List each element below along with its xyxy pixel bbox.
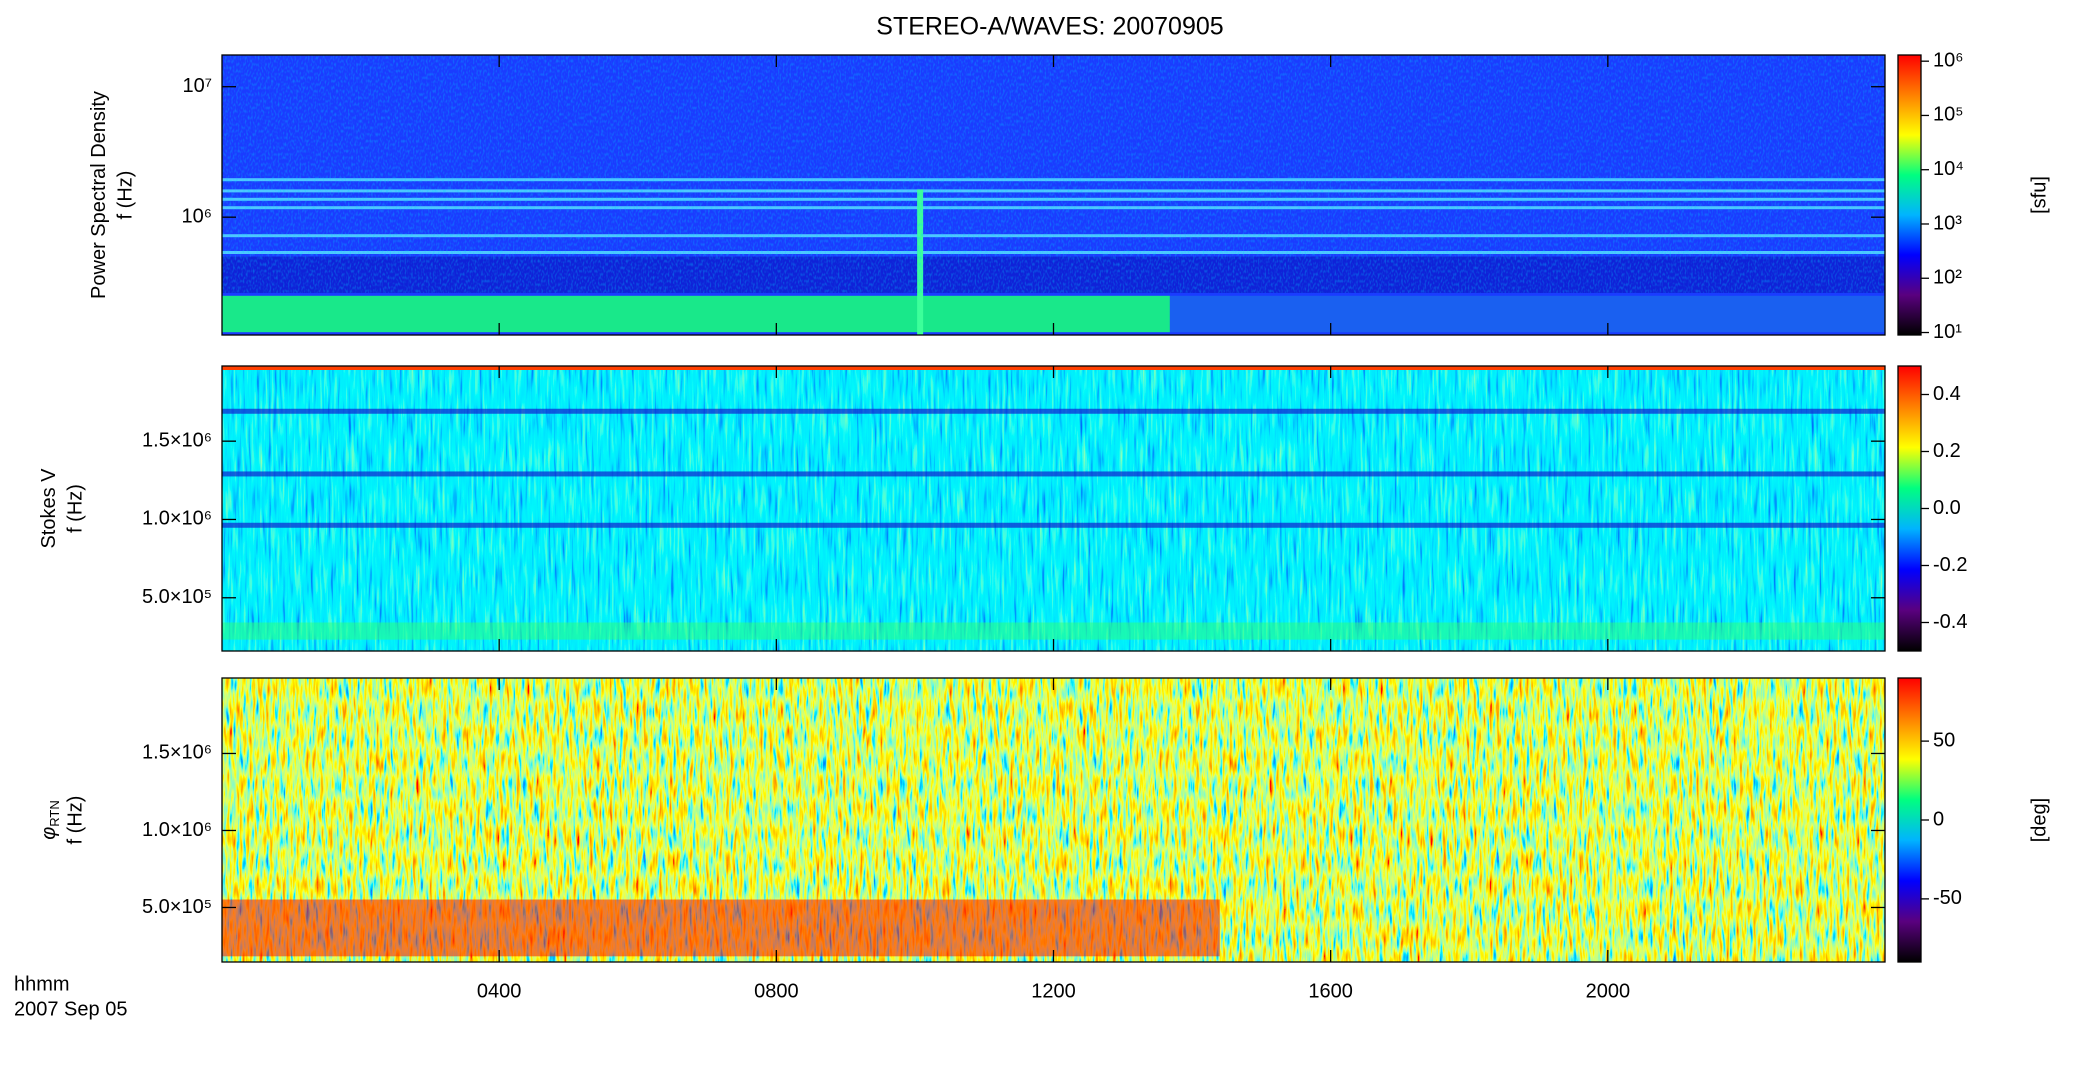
- title: STEREO-A/WAVES: 20070905: [876, 13, 1223, 41]
- colorbar-tick-label: 10³: [1933, 212, 1962, 234]
- colorbar: [1897, 365, 1922, 652]
- colorbar-tick-label: 0.2: [1933, 440, 1961, 462]
- spectrogram-band: [222, 295, 1170, 333]
- colorbar-tick-label: 0: [1933, 808, 1944, 830]
- y-tick-label: 1.5×10⁶: [142, 429, 212, 451]
- colorbar-tick-label: 10¹: [1933, 321, 1962, 343]
- y-tick-label: 1.0×10⁶: [142, 508, 212, 530]
- colorbar-tick-label: 10⁴: [1933, 158, 1964, 180]
- y-axis-label: Power Spectral Density: [88, 91, 110, 299]
- y-axis-label-text: Power Spectral Density: [88, 91, 110, 299]
- colorbar-tick-label: 10⁵: [1933, 104, 1964, 126]
- y-axis-label-text: Stokes V: [38, 468, 60, 549]
- spectrogram-line: [222, 522, 1885, 528]
- spectrogram-line: [222, 471, 1885, 477]
- colorbar-tick-label: 10²: [1933, 267, 1962, 289]
- colorbar-label: [sfu]: [2028, 176, 2050, 214]
- y-tick-label: 5.0×10⁵: [142, 896, 212, 918]
- colorbar-tick-label: 10⁶: [1933, 49, 1963, 71]
- x-axis-label: hhmm: [14, 973, 70, 995]
- y-tick-label: 10⁷: [183, 75, 212, 97]
- spectrogram-line: [222, 408, 1885, 414]
- y-tick-label: 5.0×10⁵: [142, 586, 212, 608]
- colorbar: [1897, 54, 1922, 336]
- spectrogram-band: [222, 622, 1885, 640]
- x-tick-label: 1600: [1308, 980, 1353, 1002]
- y-axis-label: Stokes V: [38, 468, 60, 549]
- y-axis-label: φRTN: [38, 800, 62, 840]
- colorbar: [1897, 677, 1922, 963]
- spectrogram-band: [1169, 295, 1885, 333]
- colorbar-tick-label: 50: [1933, 729, 1955, 751]
- x-tick-label: 0400: [477, 980, 522, 1002]
- date-label: 2007 Sep 05: [14, 998, 127, 1020]
- colorbar-label: [deg]: [2028, 798, 2050, 842]
- spectrogram-band: [222, 899, 1220, 957]
- y-tick-label: 10⁶: [182, 205, 212, 227]
- y-axis-label-text: φ: [38, 827, 60, 840]
- colorbar-tick-label: 0.0: [1933, 497, 1961, 519]
- x-tick-label: 1200: [1031, 980, 1076, 1002]
- y-tick-label: 1.5×10⁶: [142, 742, 212, 764]
- colorbar-tick-label: -0.2: [1933, 554, 1967, 576]
- x-tick-label: 0800: [754, 980, 799, 1002]
- y-axis-label: f (Hz): [114, 171, 136, 220]
- colorbar-tick-label: -0.4: [1933, 611, 1967, 633]
- x-tick-label: 2000: [1586, 980, 1631, 1002]
- colorbar-tick-label: 0.4: [1933, 383, 1961, 405]
- y-tick-label: 1.0×10⁶: [142, 819, 212, 841]
- colorbar-tick-label: -50: [1933, 887, 1962, 909]
- y-axis-label-sub: RTN: [47, 800, 62, 826]
- y-axis-label: f (Hz): [64, 484, 86, 533]
- spectrogram-noise: [222, 55, 1885, 293]
- y-axis-label: f (Hz): [64, 796, 86, 845]
